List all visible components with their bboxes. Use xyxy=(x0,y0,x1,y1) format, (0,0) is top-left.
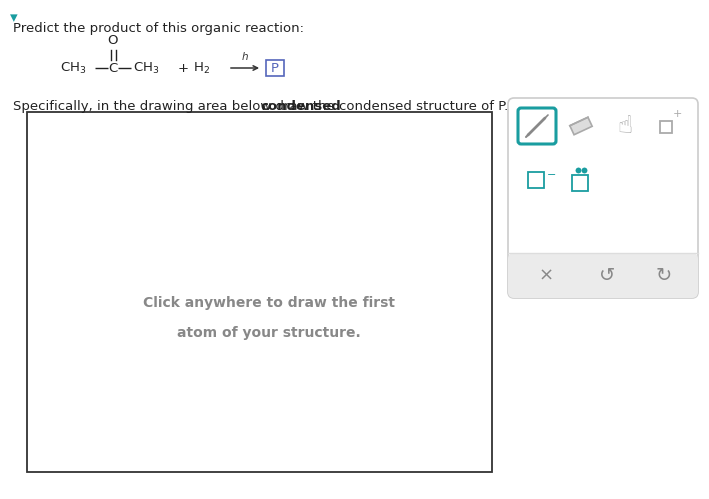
Text: +: + xyxy=(673,109,682,119)
Text: O: O xyxy=(108,33,118,46)
Text: H$_2$: H$_2$ xyxy=(193,60,210,75)
Bar xyxy=(528,172,544,188)
Text: ↺: ↺ xyxy=(598,266,615,285)
FancyBboxPatch shape xyxy=(518,108,556,144)
Text: atom of your structure.: atom of your structure. xyxy=(177,326,361,340)
FancyBboxPatch shape xyxy=(508,253,698,298)
Bar xyxy=(27,112,492,472)
Text: CH$_3$: CH$_3$ xyxy=(133,60,160,75)
Text: Click anywhere to draw the first: Click anywhere to draw the first xyxy=(143,296,395,310)
Text: −: − xyxy=(547,170,557,180)
Text: ☝: ☝ xyxy=(618,114,632,138)
Text: P: P xyxy=(271,61,279,74)
Bar xyxy=(660,121,672,133)
Text: +: + xyxy=(178,61,189,74)
FancyBboxPatch shape xyxy=(508,98,698,298)
Text: C: C xyxy=(108,61,118,74)
Text: CH$_3$: CH$_3$ xyxy=(60,60,86,75)
Text: ×: × xyxy=(538,266,554,284)
Text: Specifically, in the drawing area below draw the condensed structure of P.: Specifically, in the drawing area below … xyxy=(13,100,508,113)
Bar xyxy=(572,175,588,191)
Text: condensed: condensed xyxy=(260,100,341,113)
Text: ↻: ↻ xyxy=(656,266,672,285)
Text: ▾: ▾ xyxy=(10,10,18,25)
Text: h: h xyxy=(242,52,248,62)
Text: Predict the product of this organic reaction:: Predict the product of this organic reac… xyxy=(13,22,304,35)
Polygon shape xyxy=(570,117,592,135)
